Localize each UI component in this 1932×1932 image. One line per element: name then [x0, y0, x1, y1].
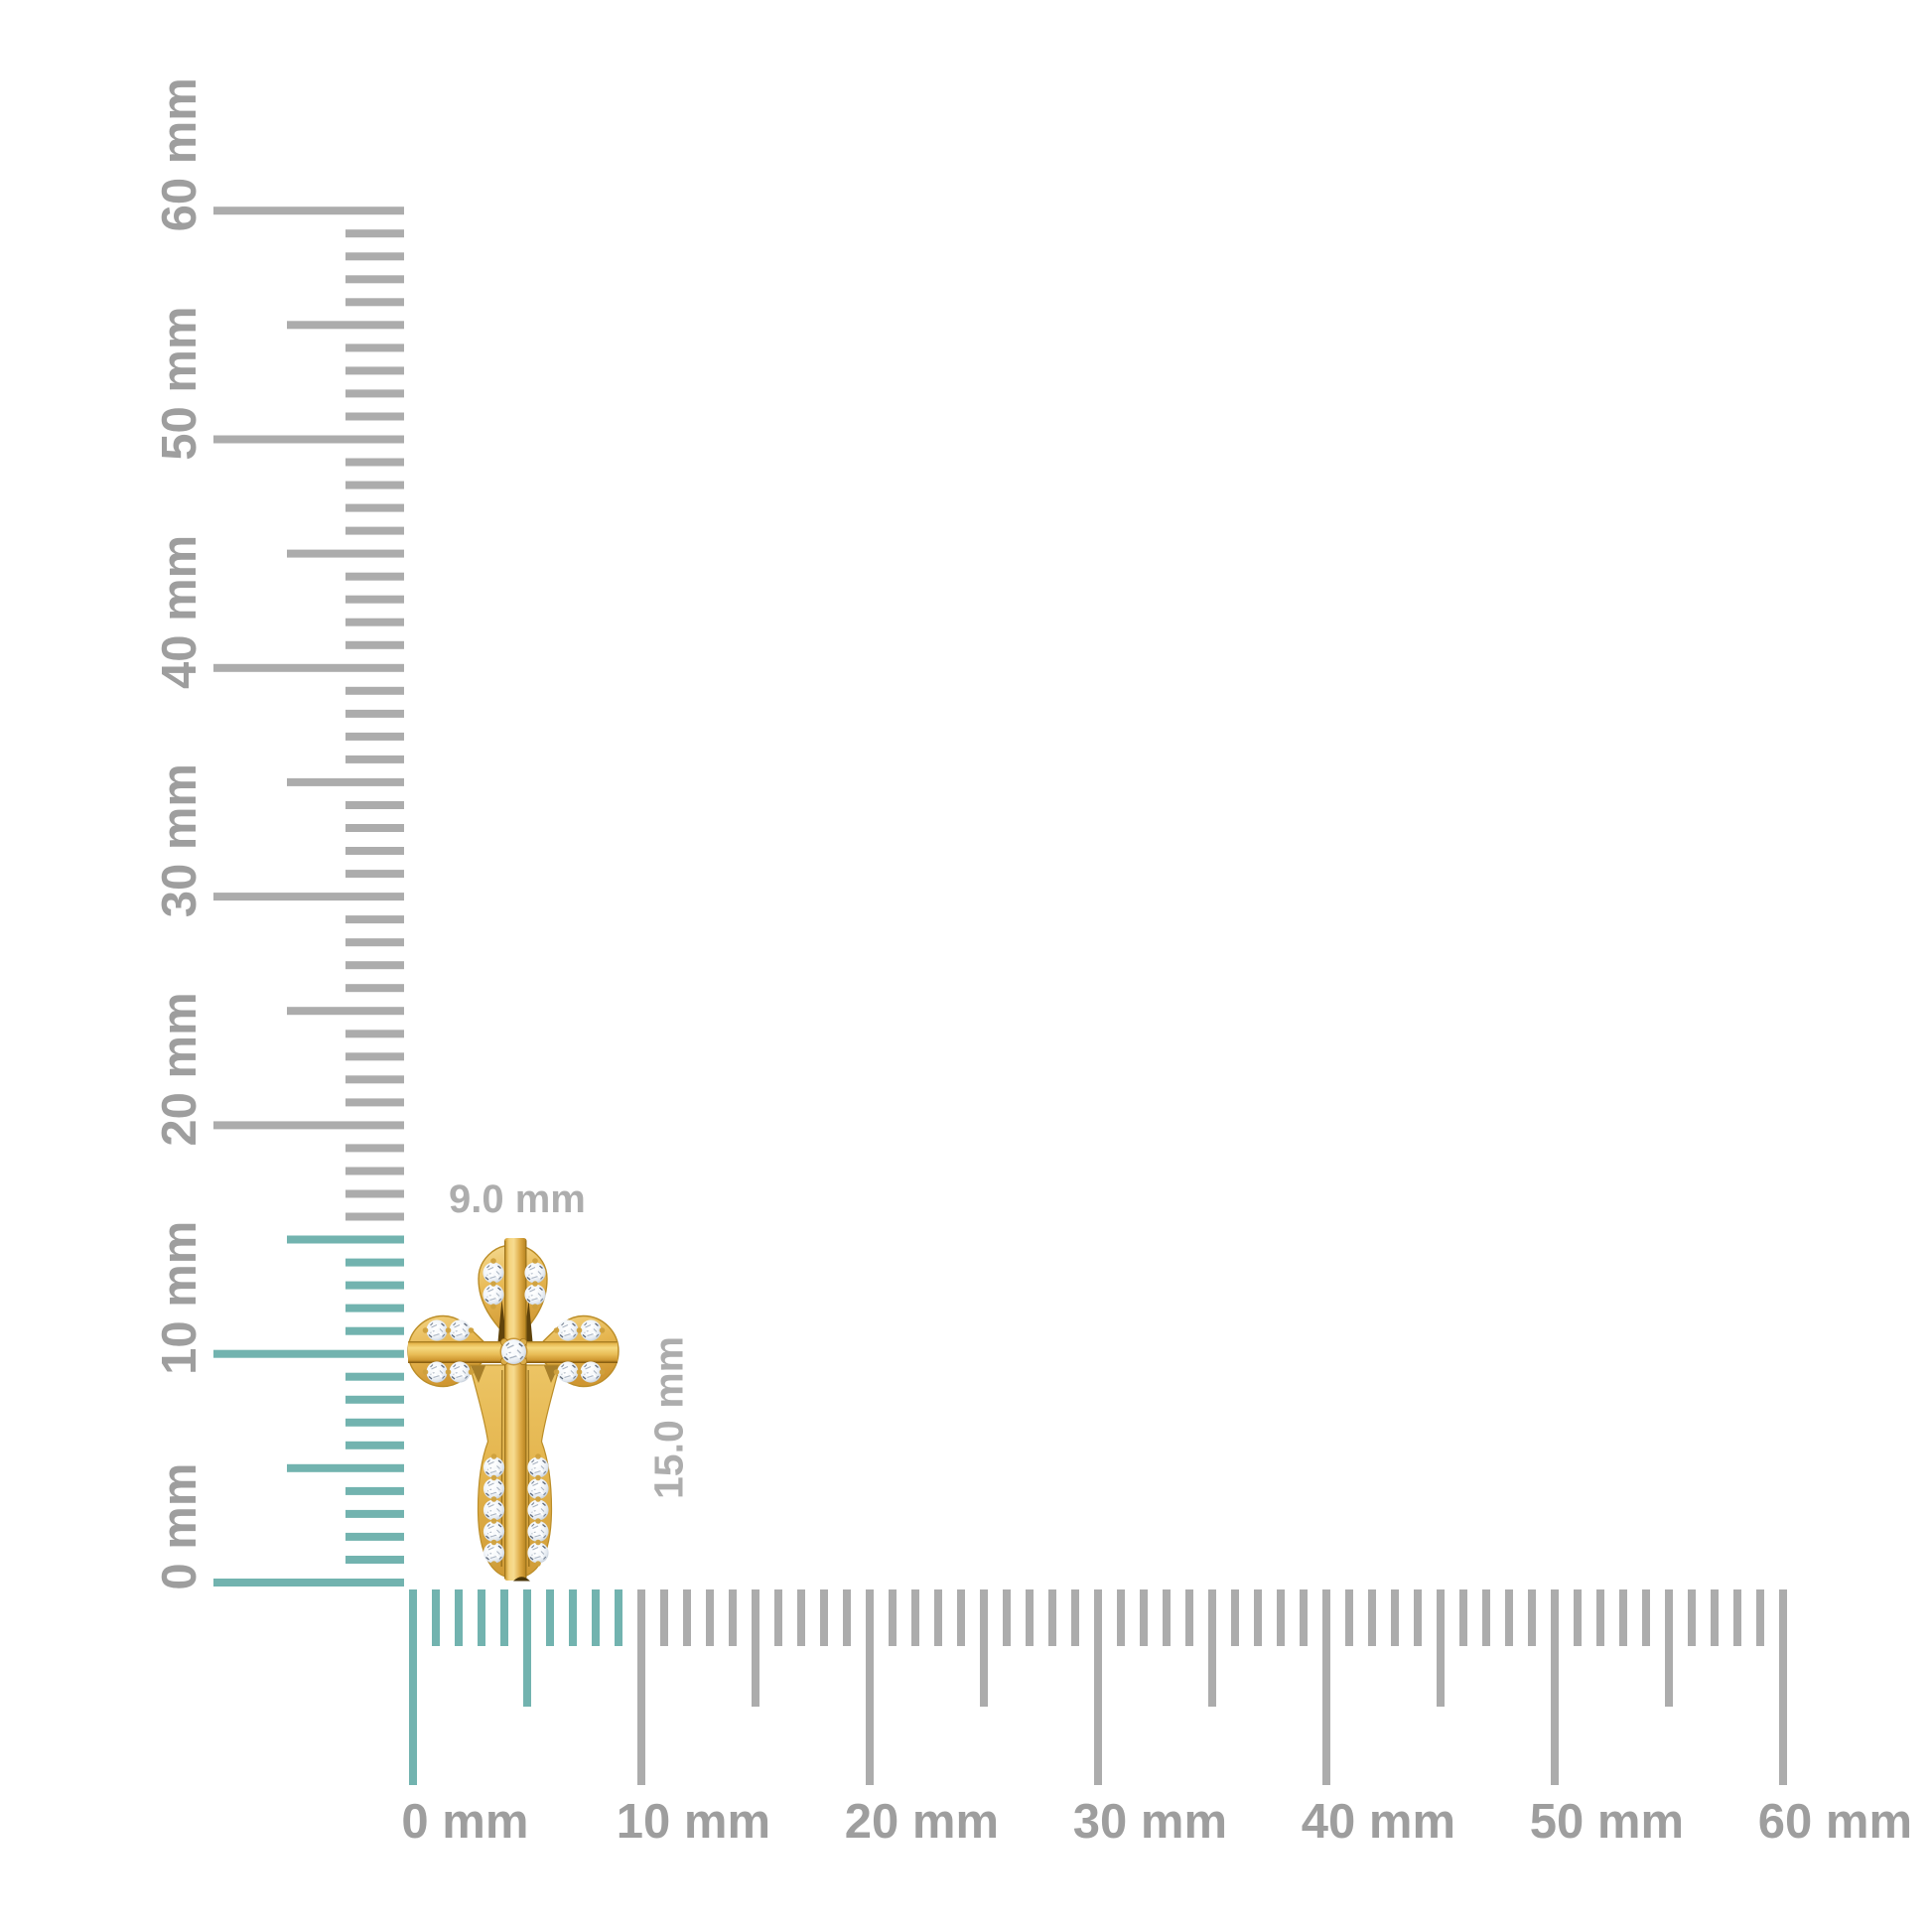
svg-text:50 mm: 50 mm	[1530, 1795, 1684, 1849]
svg-text:60 mm: 60 mm	[153, 77, 207, 231]
svg-text:10 mm: 10 mm	[153, 1221, 207, 1375]
svg-text:40 mm: 40 mm	[153, 535, 207, 689]
svg-text:50 mm: 50 mm	[153, 306, 207, 460]
svg-text:20 mm: 20 mm	[845, 1795, 999, 1849]
svg-text:10 mm: 10 mm	[617, 1795, 770, 1849]
svg-text:0 mm: 0 mm	[401, 1795, 528, 1849]
svg-text:9.0 mm: 9.0 mm	[449, 1177, 586, 1221]
svg-text:60 mm: 60 mm	[1758, 1795, 1912, 1849]
svg-text:30 mm: 30 mm	[153, 763, 207, 917]
svg-text:0 mm: 0 mm	[153, 1463, 207, 1590]
svg-text:15.0 mm: 15.0 mm	[646, 1336, 692, 1499]
svg-text:30 mm: 30 mm	[1073, 1795, 1227, 1849]
svg-text:20 mm: 20 mm	[153, 992, 207, 1146]
svg-text:40 mm: 40 mm	[1302, 1795, 1455, 1849]
